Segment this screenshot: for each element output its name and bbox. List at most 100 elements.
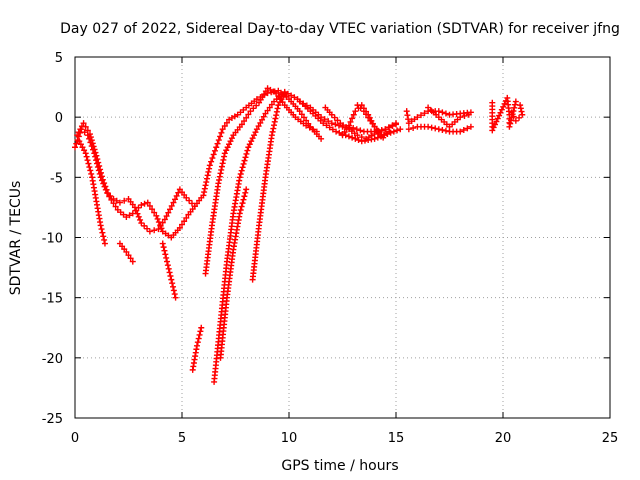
series-track-16 <box>403 108 474 127</box>
data-point <box>328 111 335 118</box>
data-point <box>350 111 357 118</box>
data-point <box>221 153 228 160</box>
data-point <box>200 192 207 199</box>
data-point <box>126 212 133 219</box>
data-point <box>237 170 244 177</box>
data-point <box>97 169 104 176</box>
data-point <box>157 222 164 229</box>
data-point <box>176 224 183 231</box>
data-point <box>129 210 136 217</box>
data-point <box>323 122 330 129</box>
data-point <box>76 138 83 145</box>
data-point <box>352 108 359 115</box>
data-point <box>135 204 142 211</box>
data-point <box>347 118 354 125</box>
data-point <box>250 105 257 112</box>
data-point <box>253 102 260 109</box>
data-point <box>113 197 120 204</box>
data-point <box>82 150 89 157</box>
data-point <box>215 180 222 187</box>
data-point <box>318 114 325 121</box>
x-tick-label: 0 <box>71 431 79 446</box>
data-point <box>241 193 248 200</box>
data-point <box>116 199 123 206</box>
data-point <box>374 134 381 141</box>
data-point <box>104 190 111 197</box>
data-point <box>151 227 158 234</box>
data-point <box>405 126 412 133</box>
data-point <box>360 108 367 115</box>
data-point <box>269 128 276 135</box>
data-point <box>154 215 161 222</box>
data-point <box>371 131 378 138</box>
data-point <box>101 180 108 187</box>
data-point <box>168 202 175 209</box>
data-point <box>498 106 505 113</box>
data-point <box>102 183 109 190</box>
data-point <box>155 219 162 226</box>
data-point <box>385 124 392 131</box>
data-point <box>273 90 280 97</box>
data-point <box>236 174 243 181</box>
data-point <box>97 222 104 229</box>
data-point <box>405 116 412 123</box>
data-point <box>186 197 193 204</box>
data-point <box>221 122 228 129</box>
data-point <box>202 182 209 189</box>
series-track-19 <box>489 94 526 134</box>
data-point <box>141 222 148 229</box>
data-point <box>328 120 335 127</box>
data-point <box>510 113 517 120</box>
data-point <box>100 233 107 240</box>
x-tick-label: 5 <box>178 431 186 446</box>
data-point <box>123 214 130 221</box>
data-point <box>494 115 501 122</box>
data-point <box>237 206 244 213</box>
data-point <box>181 218 188 225</box>
data-point <box>417 112 424 119</box>
data-point <box>393 121 399 128</box>
data-point <box>357 105 364 112</box>
series-track-3 <box>76 138 108 247</box>
data-point <box>274 105 281 112</box>
data-point <box>95 159 102 166</box>
data-point <box>170 283 177 290</box>
x-tick-label: 25 <box>602 431 619 446</box>
data-point <box>425 123 432 130</box>
data-point <box>170 287 177 294</box>
data-point <box>332 121 339 128</box>
data-point <box>197 328 204 335</box>
data-point <box>268 132 275 139</box>
data-point <box>238 121 245 128</box>
y-axis: -25 -20 -15 -10 -5 0 5 <box>42 51 610 427</box>
data-point <box>428 124 435 131</box>
data-point <box>85 160 92 167</box>
data-point <box>162 251 169 258</box>
data-point <box>81 129 88 136</box>
data-point <box>123 248 130 255</box>
data-point <box>238 167 245 174</box>
data-point <box>281 90 288 97</box>
data-point <box>80 120 87 127</box>
data-point <box>517 105 524 112</box>
data-point <box>218 163 225 170</box>
data-point <box>349 115 356 122</box>
data-point <box>365 114 372 121</box>
data-point <box>310 126 317 133</box>
data-point <box>99 229 106 236</box>
data-point <box>183 214 190 221</box>
data-point <box>506 123 513 130</box>
y-axis-label: SDTVAR / TECUs <box>8 181 24 296</box>
data-point <box>489 127 496 134</box>
series-track-17 <box>405 123 474 135</box>
data-point <box>389 122 396 129</box>
data-point <box>414 114 421 121</box>
data-point <box>355 137 362 144</box>
data-point <box>213 144 220 151</box>
data-point <box>268 101 275 108</box>
data-point <box>151 209 158 216</box>
series-track-1 <box>72 126 198 235</box>
data-point <box>511 104 518 111</box>
data-point <box>432 125 439 132</box>
data-point <box>251 132 258 139</box>
